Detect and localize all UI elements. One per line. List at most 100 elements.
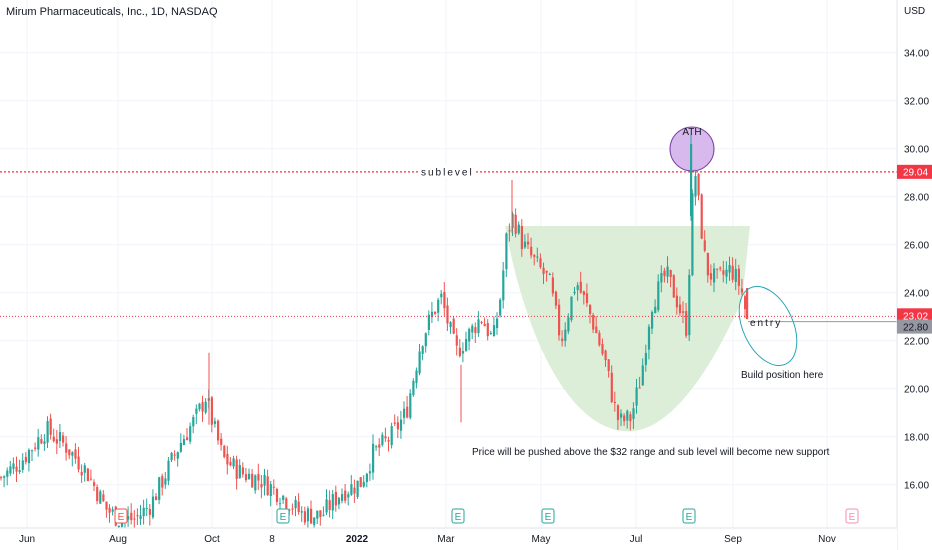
candle-body bbox=[716, 268, 719, 270]
candle-body bbox=[437, 299, 440, 313]
entry-label: entry bbox=[750, 318, 782, 329]
candle-body bbox=[306, 508, 310, 522]
candle-body bbox=[300, 511, 303, 513]
candle-body bbox=[294, 499, 297, 509]
candle-body bbox=[220, 438, 223, 445]
candle-body bbox=[145, 508, 148, 510]
entry-price-text: 22.80 bbox=[903, 323, 928, 334]
candle-body bbox=[694, 175, 697, 197]
candle-body bbox=[257, 474, 260, 481]
chart-title: Mirum Pharmaceuticals, Inc., 1D, NASDAQ bbox=[6, 6, 218, 18]
build-position-label: Build position here bbox=[741, 370, 824, 381]
candle-body bbox=[678, 304, 682, 314]
candle-body bbox=[89, 478, 93, 480]
x-tick-label: Jun bbox=[19, 534, 35, 545]
candle-body bbox=[151, 496, 155, 518]
candle-body bbox=[102, 494, 105, 501]
candle-body bbox=[192, 417, 195, 427]
candle-body bbox=[65, 443, 68, 453]
candle-body bbox=[139, 515, 142, 520]
candle-body bbox=[58, 432, 62, 442]
candle-body bbox=[548, 274, 551, 276]
candle-body bbox=[403, 408, 406, 418]
candle-body bbox=[80, 471, 83, 476]
candle-body bbox=[520, 226, 523, 250]
candle-body bbox=[9, 466, 12, 474]
candle-body bbox=[316, 510, 319, 519]
candle-body bbox=[266, 476, 269, 496]
candle-body bbox=[474, 327, 477, 334]
candle-body bbox=[564, 329, 567, 341]
candle-body bbox=[647, 326, 651, 350]
candle-body bbox=[746, 288, 749, 320]
candle-body bbox=[136, 515, 139, 517]
candle-body bbox=[688, 274, 691, 336]
candle-body bbox=[641, 365, 644, 386]
candle-body bbox=[709, 273, 713, 280]
candle-body bbox=[325, 499, 328, 513]
candle-body bbox=[595, 326, 598, 334]
candle-body bbox=[424, 333, 427, 347]
candle-body bbox=[604, 350, 607, 361]
earnings-marker: E bbox=[682, 508, 696, 524]
candle-body bbox=[21, 460, 24, 470]
candle-body bbox=[176, 452, 179, 459]
candle-body bbox=[523, 241, 527, 248]
earnings-badge bbox=[682, 508, 696, 524]
candle-body bbox=[461, 351, 465, 354]
candle-body bbox=[313, 517, 316, 525]
candle-body bbox=[248, 473, 251, 479]
candle-body bbox=[598, 332, 601, 346]
candle-body bbox=[375, 446, 378, 448]
candle-body bbox=[34, 447, 37, 449]
candle-body bbox=[251, 473, 254, 488]
candle-body bbox=[223, 445, 226, 457]
candle-body bbox=[275, 488, 279, 502]
candle-body bbox=[508, 230, 511, 232]
candle-body bbox=[365, 473, 368, 483]
candle-body bbox=[545, 270, 548, 273]
candle-body bbox=[734, 269, 737, 282]
candle-body bbox=[551, 277, 554, 294]
candle-body bbox=[272, 486, 275, 488]
candle-body bbox=[179, 442, 182, 452]
candle-body bbox=[585, 293, 589, 304]
candle-body bbox=[629, 414, 632, 422]
time-axis-bg bbox=[0, 528, 897, 550]
candle-body bbox=[359, 477, 362, 488]
candle-body bbox=[37, 437, 40, 450]
candle-body bbox=[297, 501, 300, 513]
earnings-badge bbox=[451, 508, 465, 524]
candle-body bbox=[613, 402, 616, 404]
candle-body bbox=[263, 474, 266, 486]
candle-body bbox=[427, 314, 430, 330]
candle-body bbox=[632, 408, 635, 419]
earnings-marker: E bbox=[541, 508, 555, 524]
earnings-label: E bbox=[280, 512, 287, 523]
candle-body bbox=[27, 449, 31, 464]
candle-body bbox=[561, 338, 564, 342]
candle-body bbox=[458, 347, 461, 357]
candle-body bbox=[372, 443, 375, 473]
candle-body bbox=[489, 332, 492, 334]
earnings-label: E bbox=[118, 512, 125, 523]
candles bbox=[0, 134, 749, 537]
candle-body bbox=[725, 269, 728, 277]
candle-body bbox=[533, 255, 536, 257]
y-tick-label: 32.00 bbox=[904, 96, 929, 107]
sublevel-label: sublevel bbox=[421, 167, 474, 178]
candle-body bbox=[77, 456, 80, 470]
candle-body bbox=[576, 285, 579, 291]
candle-body bbox=[105, 501, 108, 510]
candle-body bbox=[217, 420, 220, 441]
candle-body bbox=[291, 508, 294, 510]
candle-body bbox=[483, 323, 486, 327]
x-tick-label: Mar bbox=[437, 534, 455, 545]
candle-body bbox=[24, 456, 27, 462]
y-tick-label: 26.00 bbox=[904, 240, 929, 251]
candle-body bbox=[130, 512, 133, 521]
candle-body bbox=[269, 484, 272, 497]
candle-body bbox=[477, 319, 480, 334]
candle-body bbox=[616, 405, 620, 420]
candle-body bbox=[93, 482, 96, 486]
